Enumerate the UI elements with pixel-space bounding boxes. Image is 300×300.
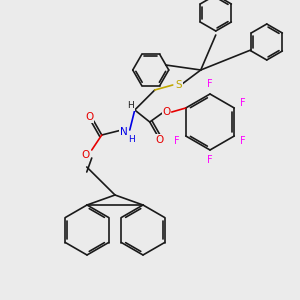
Text: O: O bbox=[85, 112, 94, 122]
Text: O: O bbox=[82, 150, 90, 160]
Text: H: H bbox=[128, 136, 135, 145]
Text: O: O bbox=[163, 107, 171, 117]
Text: N: N bbox=[120, 127, 127, 137]
Text: F: F bbox=[240, 98, 246, 108]
Text: O: O bbox=[156, 135, 164, 145]
Text: F: F bbox=[240, 136, 246, 146]
Text: F: F bbox=[207, 155, 213, 165]
Text: S: S bbox=[176, 80, 182, 90]
Text: F: F bbox=[207, 79, 213, 89]
Text: H: H bbox=[128, 101, 134, 110]
Text: F: F bbox=[174, 136, 180, 146]
